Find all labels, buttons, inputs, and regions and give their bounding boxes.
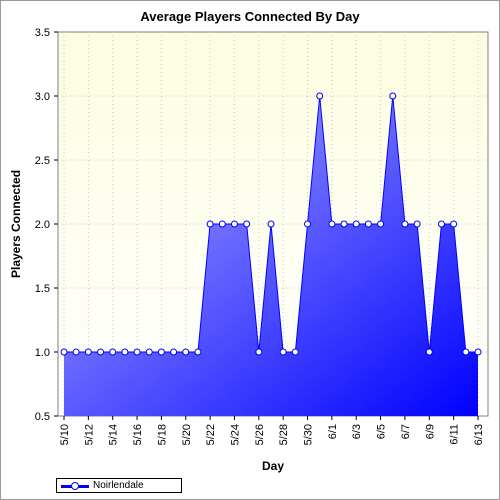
x-tick-label: 6/11: [449, 424, 461, 445]
data-point: [340, 220, 348, 228]
data-point: [279, 348, 287, 356]
data-point: [377, 220, 385, 228]
data-point: [243, 220, 251, 228]
data-point: [364, 220, 372, 228]
y-tick-label: 2.5: [35, 155, 50, 167]
x-tick-label: 5/14: [108, 424, 120, 445]
chart-title: Average Players Connected By Day: [140, 9, 360, 24]
y-tick-label: 1.0: [35, 347, 50, 359]
y-tick-label: 3.5: [35, 27, 50, 39]
x-tick-label: 5/30: [303, 424, 315, 445]
data-point: [267, 220, 275, 228]
data-point: [230, 220, 238, 228]
y-tick-label: 0.5: [35, 411, 50, 423]
y-tick-label: 1.5: [35, 283, 50, 295]
legend-swatch-icon: [61, 481, 89, 491]
x-tick-label: 6/9: [424, 424, 436, 439]
legend: Noirlendale: [56, 478, 182, 493]
x-tick-label: 5/16: [132, 424, 144, 445]
data-point: [401, 220, 409, 228]
legend-label: Noirlendale: [93, 480, 144, 491]
x-tick-label: 5/24: [229, 424, 241, 445]
data-point: [72, 348, 80, 356]
data-point: [157, 348, 165, 356]
x-tick-label: 5/10: [59, 424, 71, 445]
data-point: [462, 348, 470, 356]
data-point: [328, 220, 336, 228]
x-tick-label: 5/12: [83, 424, 95, 445]
y-tick-label: 2.0: [35, 219, 50, 231]
data-point: [170, 348, 178, 356]
data-point: [145, 348, 153, 356]
x-tick-label: 5/22: [205, 424, 217, 445]
data-point: [450, 220, 458, 228]
data-point: [218, 220, 226, 228]
series-markers: [60, 92, 482, 356]
data-point: [133, 348, 141, 356]
data-point: [389, 92, 397, 100]
y-axis-title: Players Connected: [9, 170, 23, 278]
data-point: [182, 348, 190, 356]
data-point: [425, 348, 433, 356]
data-point: [255, 348, 263, 356]
x-tick-label: 6/5: [376, 424, 388, 439]
x-tick-label: 6/1: [327, 424, 339, 439]
data-point: [206, 220, 214, 228]
x-tick-label: 5/18: [156, 424, 168, 445]
data-point: [60, 348, 68, 356]
x-tick-label: 6/3: [351, 424, 363, 439]
x-tick-label: 5/26: [254, 424, 266, 445]
x-tick-label: 5/28: [278, 424, 290, 445]
data-point: [194, 348, 202, 356]
data-point: [97, 348, 105, 356]
data-point: [352, 220, 360, 228]
x-tick-label: 6/7: [400, 424, 412, 439]
data-point: [413, 220, 421, 228]
series-area: [64, 96, 478, 416]
data-point: [316, 92, 324, 100]
x-axis: 5/10 5/12 5/14 5/16 5/18 5/20 5/22 5/24 5/26 5/28…: [59, 416, 485, 445]
data-point: [121, 348, 129, 356]
data-point: [84, 348, 92, 356]
data-point: [304, 220, 312, 228]
x-axis-title: Day: [262, 459, 284, 473]
data-point: [109, 348, 117, 356]
data-point: [437, 220, 445, 228]
data-point: [474, 348, 482, 356]
y-tick-label: 3.0: [35, 91, 50, 103]
data-point: [291, 348, 299, 356]
x-tick-label: 5/20: [181, 424, 193, 445]
x-tick-label: 6/13: [473, 424, 485, 445]
y-axis: 0.5 1.0 1.5 2.0 2.5 3.0 3.5: [35, 27, 58, 423]
